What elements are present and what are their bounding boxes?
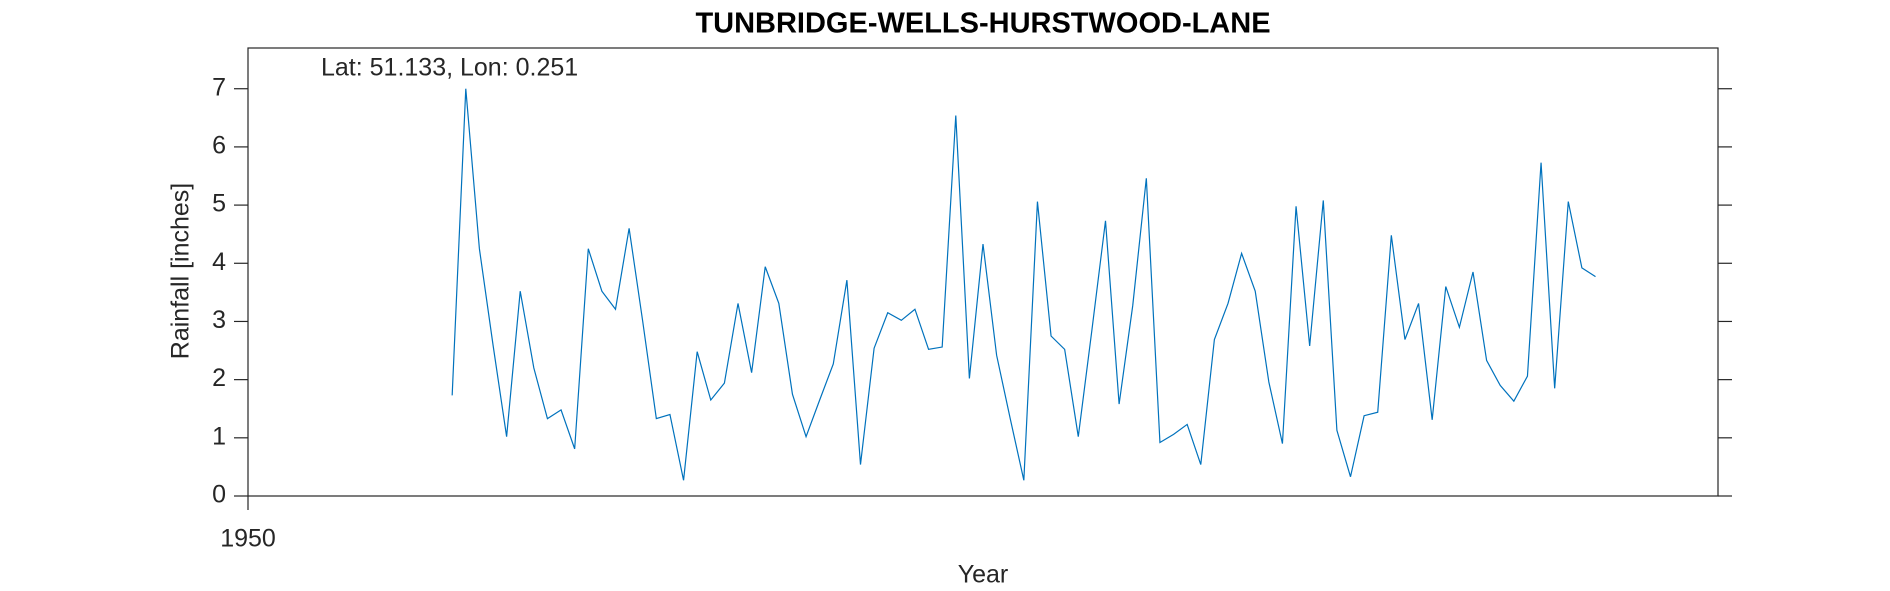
plot-frame [247, 47, 1719, 497]
chart-title: TUNBRIDGE-WELLS-HURSTWOOD-LANE [695, 8, 1270, 40]
y-tick-label: 0 [212, 481, 226, 509]
y-tick-label: 2 [212, 364, 226, 392]
data-line [451, 88, 1596, 481]
y-tick-label: 6 [212, 132, 226, 160]
annotation: Lat: 51.133, Lon: 0.251 [321, 54, 578, 82]
y-tick-label: 7 [212, 73, 226, 101]
y-tick-label: 4 [212, 248, 226, 276]
y-tick-label: 1 [212, 422, 226, 450]
x-tick-label: 1950 [220, 525, 276, 553]
y-tick-label: 5 [212, 190, 226, 218]
y-axis-label: Rainfall [inches] [167, 183, 195, 359]
x-axis-label: Year [958, 561, 1009, 589]
y-tick-label: 3 [212, 306, 226, 334]
